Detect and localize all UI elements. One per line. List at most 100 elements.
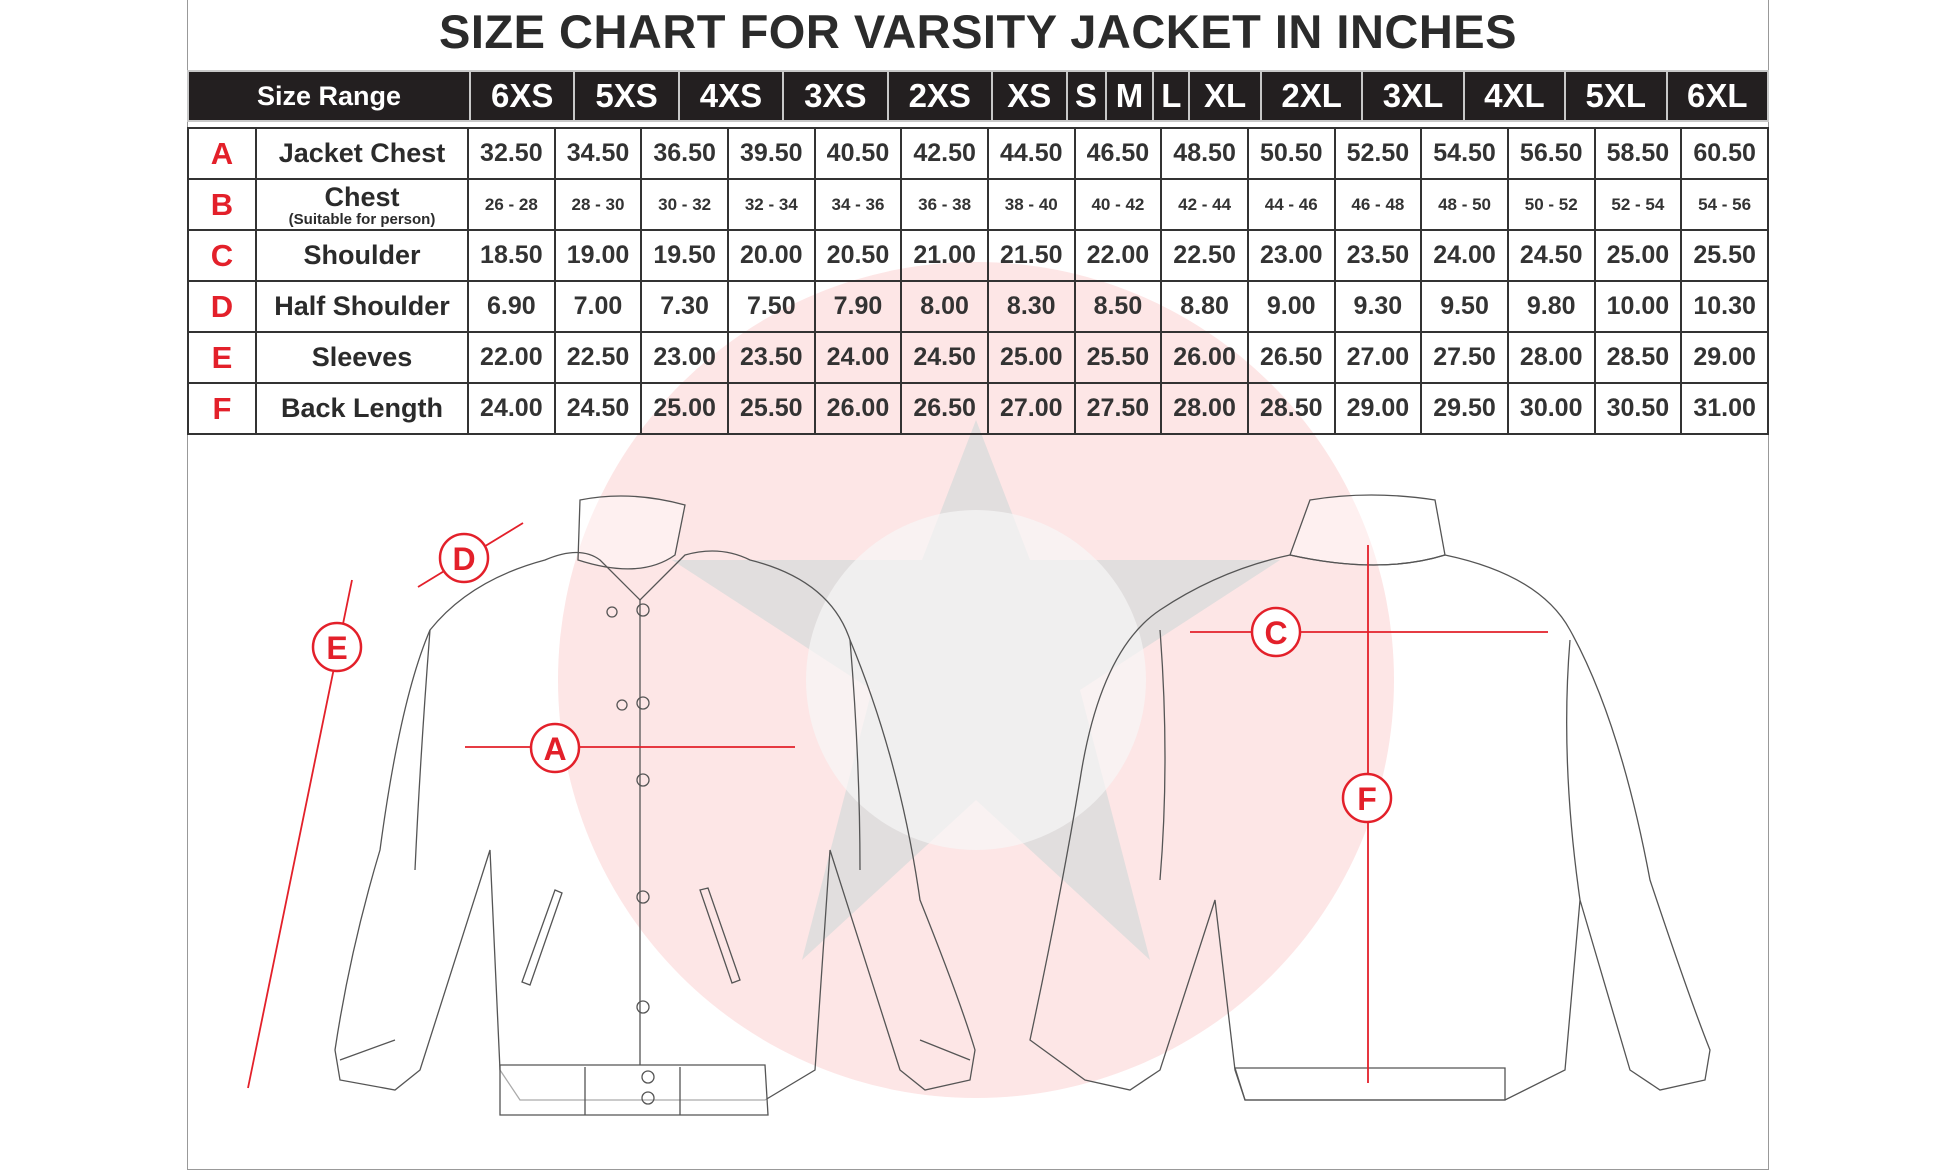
- value-cell: 26.00: [813, 382, 903, 435]
- value-cell: 31.00: [1680, 382, 1769, 435]
- value-cell: 27.00: [1333, 331, 1423, 384]
- row-label-text: Sleeves: [311, 342, 413, 372]
- value-cell: 23.50: [1333, 229, 1423, 282]
- size-header-3xs: 3XS: [782, 70, 889, 122]
- value-cell: 26.50: [1246, 331, 1336, 384]
- value-cell: 34.50: [553, 127, 643, 180]
- value-cell: 23.00: [640, 331, 729, 384]
- value-cell: 9.00: [1246, 280, 1336, 333]
- marker-e-label: E: [326, 630, 347, 666]
- value-cell: 39.50: [726, 127, 816, 180]
- value-cell: 44.50: [986, 127, 1076, 180]
- row-letter: E: [187, 331, 257, 384]
- value-cell: 18.50: [467, 229, 556, 282]
- value-cell: 28.00: [1506, 331, 1596, 384]
- value-cell: 54 - 56: [1680, 178, 1769, 231]
- value-cell: 19.00: [553, 229, 643, 282]
- value-cell: 28.50: [1246, 382, 1336, 435]
- value-cell: 24.00: [467, 382, 556, 435]
- size-range-label: Size Range: [187, 70, 471, 122]
- value-cell: 10.00: [1593, 280, 1683, 333]
- marker-d-label: D: [452, 541, 475, 577]
- value-cell: 52.50: [1333, 127, 1423, 180]
- marker-a-label: A: [543, 731, 566, 767]
- table-row: D Half Shoulder 6.90 7.00 7.30 7.50 7.90 8.00 8.…: [187, 280, 1769, 333]
- value-cell: 27.00: [986, 382, 1076, 435]
- value-cell: 21.00: [900, 229, 989, 282]
- value-cell: 50.50: [1246, 127, 1336, 180]
- value-cell: 8.30: [986, 280, 1076, 333]
- value-cell: 40.50: [813, 127, 903, 180]
- value-cell: 22.00: [1073, 229, 1163, 282]
- row-label-text: Jacket Chest: [278, 138, 446, 168]
- size-header-2xs: 2XS: [886, 70, 993, 122]
- value-cell: 29.00: [1333, 382, 1423, 435]
- value-cell: 25.50: [1680, 229, 1769, 282]
- size-header-s: S: [1065, 70, 1107, 122]
- value-cell: 28 - 30: [553, 178, 643, 231]
- value-cell: 9.80: [1506, 280, 1596, 333]
- value-cell: 27.50: [1420, 331, 1509, 384]
- row-label: Back Length: [255, 382, 469, 435]
- value-cell: 30 - 32: [640, 178, 729, 231]
- value-cell: 19.50: [640, 229, 729, 282]
- value-cell: 26.50: [900, 382, 989, 435]
- value-cell: 60.50: [1680, 127, 1769, 180]
- row-label-text: Shoulder: [303, 240, 421, 270]
- measurement-markers: [311, 532, 1393, 824]
- row-label: Jacket Chest: [255, 127, 469, 180]
- value-cell: 20.00: [726, 229, 816, 282]
- value-cell: 38 - 40: [986, 178, 1076, 231]
- value-cell: 24.50: [1506, 229, 1596, 282]
- value-cell: 24.50: [900, 331, 989, 384]
- value-cell: 54.50: [1420, 127, 1509, 180]
- marker-a: [529, 722, 581, 774]
- marker-c: [1250, 606, 1302, 658]
- value-cell: 10.30: [1680, 280, 1769, 333]
- row-label-text: Half Shoulder: [274, 291, 450, 321]
- marker-f-label: F: [1357, 781, 1377, 817]
- table-row: B Chest (Suitable for person) 26 - 28 28 - 3…: [187, 178, 1769, 231]
- row-letter: D: [187, 280, 257, 333]
- row-letter: F: [187, 382, 257, 435]
- value-cell: 7.90: [813, 280, 903, 333]
- value-cell: 9.50: [1420, 280, 1509, 333]
- value-cell: 8.00: [900, 280, 989, 333]
- value-cell: 28.00: [1160, 382, 1249, 435]
- size-header-row: Size Range 6XS 5XS 4XS 3XS 2XS XS S M L XL 2XL 3XL 4…: [187, 70, 1769, 122]
- value-cell: 27.50: [1073, 382, 1163, 435]
- value-cell: 44 - 46: [1246, 178, 1336, 231]
- row-letter: B: [187, 178, 257, 231]
- value-cell: 40 - 42: [1073, 178, 1163, 231]
- size-header-5xs: 5XS: [573, 70, 680, 122]
- value-cell: 25.00: [640, 382, 729, 435]
- marker-f: [1341, 772, 1393, 824]
- value-cell: 24.00: [1420, 229, 1509, 282]
- marker-d: [438, 532, 490, 584]
- size-header-m: M: [1104, 70, 1155, 122]
- value-cell: 25.00: [1593, 229, 1683, 282]
- size-header-6xl: 6XL: [1665, 70, 1769, 122]
- value-cell: 6.90: [467, 280, 556, 333]
- jacket-front: [334, 495, 976, 1116]
- marker-e: [311, 621, 363, 673]
- value-cell: 23.50: [726, 331, 816, 384]
- value-cell: 30.00: [1506, 382, 1596, 435]
- size-header-4xl: 4XL: [1462, 70, 1567, 122]
- value-cell: 34 - 36: [813, 178, 903, 231]
- row-label: Sleeves: [255, 331, 469, 384]
- value-cell: 7.50: [726, 280, 816, 333]
- value-cell: 32 - 34: [726, 178, 816, 231]
- value-cell: 24.50: [553, 382, 643, 435]
- row-label-text: Back Length: [280, 393, 444, 423]
- value-cell: 25.00: [986, 331, 1076, 384]
- value-cell: 23.00: [1246, 229, 1336, 282]
- value-cell: 30.50: [1593, 382, 1683, 435]
- table-row: A Jacket Chest 32.50 34.50 36.50 39.50 40.50 42…: [187, 127, 1769, 180]
- value-cell: 22.00: [467, 331, 556, 384]
- value-cell: 48.50: [1160, 127, 1249, 180]
- size-header-5xl: 5XL: [1564, 70, 1668, 122]
- size-header-xs: XS: [990, 70, 1068, 122]
- value-cell: 28.50: [1593, 331, 1683, 384]
